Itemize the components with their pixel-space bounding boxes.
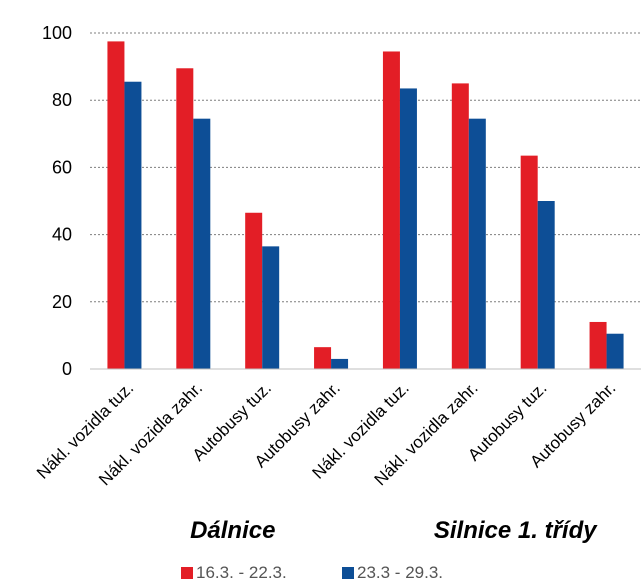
legend: 16.3. - 22.3. 23.3 - 29.3.: [181, 563, 443, 582]
bar: [331, 358, 349, 369]
y-tick-label: 80: [52, 90, 72, 110]
bar: [124, 81, 142, 369]
legend-swatch: [342, 567, 354, 579]
bar: [451, 83, 469, 370]
y-axis-ticks: 0 20 40 60 80 100: [42, 23, 72, 379]
bar: [589, 321, 607, 369]
category-labels: Nákl. vozidla tuz.Nákl. vozidla zahr.Aut…: [33, 378, 619, 489]
bar: [107, 41, 125, 370]
bar: [520, 155, 538, 369]
group-labels: Dálnice Silnice 1. třídy: [190, 517, 598, 544]
bar: [193, 118, 211, 370]
y-tick-label: 20: [52, 292, 72, 312]
bar: [606, 333, 624, 369]
bar: [399, 88, 417, 369]
legend-label: 23.3 - 29.3.: [357, 563, 443, 582]
legend-label: 16.3. - 22.3.: [196, 563, 287, 582]
bar: [262, 246, 280, 369]
bar: [537, 201, 555, 369]
bars: [107, 41, 624, 370]
y-tick-label: 100: [42, 23, 72, 43]
y-tick-label: 40: [52, 225, 72, 245]
bar: [314, 347, 332, 369]
bar: [382, 51, 400, 369]
y-tick-label: 0: [62, 359, 72, 379]
legend-swatch: [181, 567, 193, 579]
bar: [468, 118, 486, 370]
group-label: Dálnice: [190, 517, 275, 544]
bar: [176, 68, 194, 369]
gridlines: [90, 32, 641, 303]
bar: [245, 212, 263, 369]
group-label: Silnice 1. třídy: [434, 517, 598, 544]
y-tick-label: 60: [52, 157, 72, 177]
